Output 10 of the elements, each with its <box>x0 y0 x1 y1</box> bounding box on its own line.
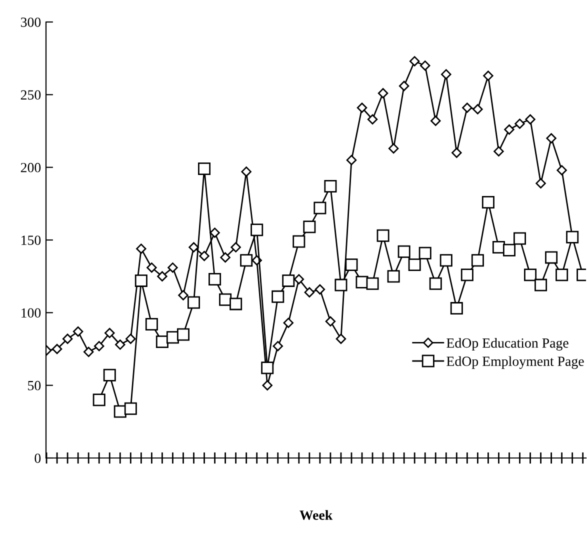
y-tick-label: 300 <box>20 18 41 27</box>
y-tick-label: 0 <box>34 454 41 463</box>
y-tick-label: 50 <box>28 380 41 390</box>
x-axis-title: Week <box>300 510 333 520</box>
y-tick-label: 250 <box>20 90 41 100</box>
y-tick-label: 150 <box>22 236 41 245</box>
y-tick-label: 100 <box>22 308 41 318</box>
y-tick-label: 200 <box>20 162 41 172</box>
legend-label: EdOp Education Page <box>446 338 568 351</box>
legend-label: EdOp Employment Page <box>446 356 584 369</box>
